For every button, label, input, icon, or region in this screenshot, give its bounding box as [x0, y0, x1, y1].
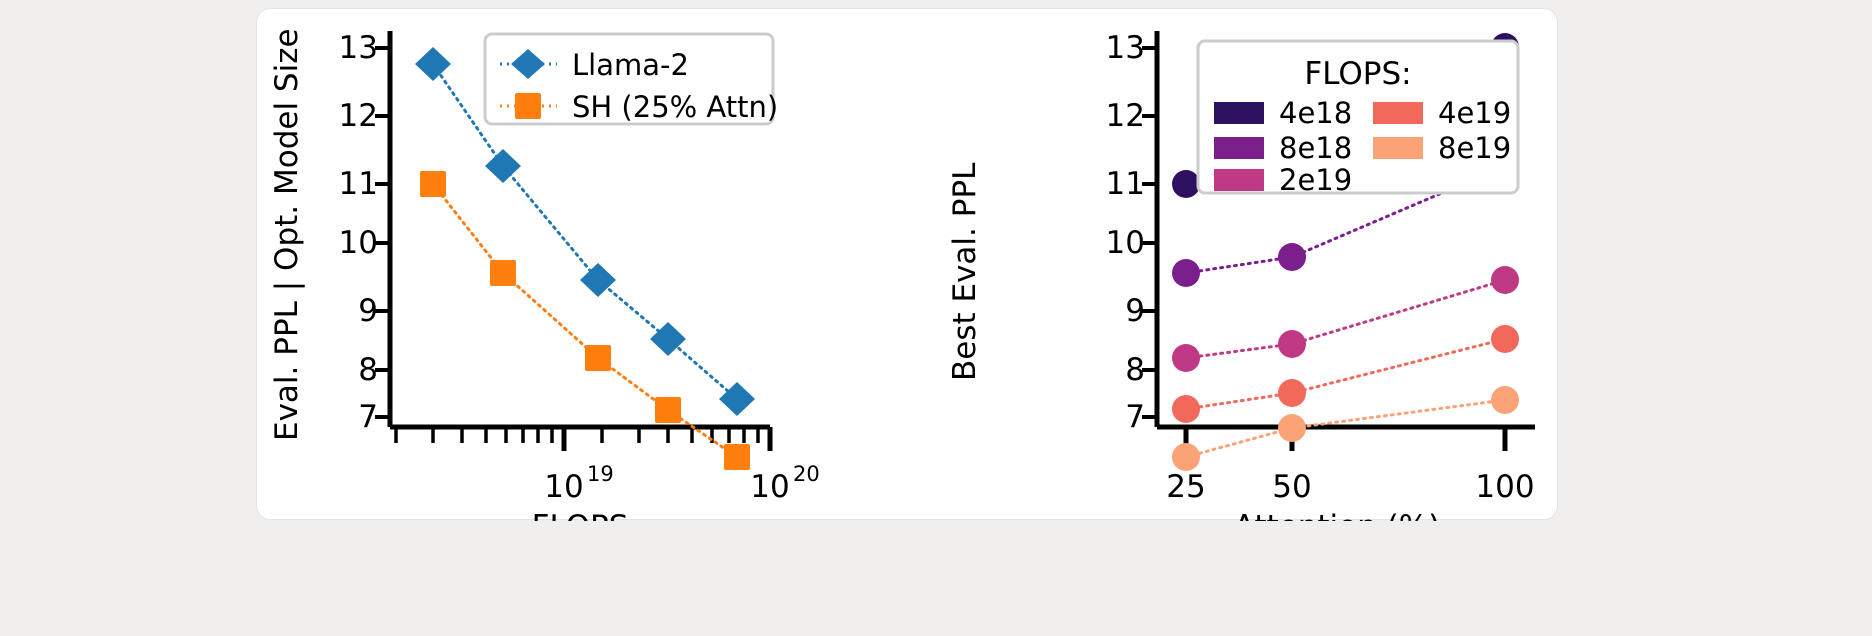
series-line-8e19: [1184, 398, 1507, 459]
data-point-8e18: [1172, 259, 1200, 287]
left-ytick-label: 8: [358, 352, 378, 388]
left-y-axis-title: Eval. PPL | Opt. Model Size: [269, 28, 305, 441]
right-legend-label: 2e19: [1279, 163, 1352, 197]
legend-swatch-4e18: [1214, 102, 1264, 124]
right-ytick-label: 8: [1125, 352, 1145, 388]
left-x-major-ticks: [561, 427, 773, 451]
diamond-icon: [511, 49, 545, 79]
right-legend-title: FLOPS:: [1304, 56, 1411, 92]
left-ytick-label: 13: [339, 30, 378, 66]
right-ytick-label: 13: [1106, 30, 1145, 66]
left-xtick-exp-1: 19: [587, 462, 614, 486]
legend-swatch-8e19: [1373, 137, 1423, 159]
data-point-2e19: [1491, 266, 1519, 294]
left-ytick-label: 11: [339, 166, 378, 202]
left-xtick-base-2: 10: [750, 469, 789, 505]
legend-swatch-4e19: [1373, 102, 1423, 124]
left-legend-box: [483, 32, 775, 126]
right-legend-item-4e19[interactable]: 4e19: [1373, 96, 1511, 130]
left-legend-item-sh[interactable]: SH (25% Attn): [500, 90, 778, 124]
right-xtick-label: 100: [1475, 469, 1534, 505]
left-xtick-exp-2: 20: [793, 462, 820, 486]
series-markers-llama2: [415, 47, 755, 416]
right-legend-item-4e18[interactable]: 4e18: [1214, 96, 1352, 130]
data-point-8e19: [1278, 414, 1306, 442]
left-legend-label: SH (25% Attn): [572, 90, 778, 124]
data-point-8e18: [1278, 243, 1306, 271]
right-legend-label: 4e18: [1279, 96, 1352, 130]
right-legend-item-8e19[interactable]: 8e19: [1373, 131, 1511, 165]
chart-panel-left: Eval. PPL | Opt. Model Size 13 12 11 10 …: [257, 9, 917, 521]
left-legend[interactable]: Llama-2 SH (25% Attn): [483, 32, 778, 126]
left-x-minor-ticks: [394, 427, 760, 443]
series-line-sh: [431, 182, 739, 459]
left-chart-svg: Eval. PPL | Opt. Model Size 13 12 11 10 …: [269, 28, 820, 521]
right-legend-label: 4e19: [1438, 96, 1511, 130]
right-x-axis-title: Attention (%): [1234, 509, 1441, 521]
legend-swatch-8e18: [1214, 137, 1264, 159]
left-x-axis-title: FLOPS: [532, 509, 629, 521]
data-point-2e19: [1278, 330, 1306, 358]
right-legend-item-8e18[interactable]: 8e18: [1214, 131, 1352, 165]
right-legend-label: 8e18: [1279, 131, 1352, 165]
left-ytick-label: 9: [358, 293, 378, 329]
right-ytick-label: 10: [1106, 225, 1145, 261]
right-ytick-label: 7: [1125, 399, 1145, 435]
left-legend-label: Llama-2: [572, 48, 689, 82]
series-line-2e19: [1184, 278, 1507, 360]
right-xtick-label: 25: [1166, 469, 1205, 505]
data-point-4e19: [1278, 379, 1306, 407]
right-ytick-label: 11: [1106, 166, 1145, 202]
data-point-4e19: [1491, 325, 1519, 353]
chart-panel-right: Best Eval. PPL 13 12 11 10 9 8 7: [917, 9, 1559, 521]
left-ytick-label: 7: [358, 399, 378, 435]
left-ytick-label: 10: [339, 225, 378, 261]
right-xtick-label: 50: [1272, 469, 1311, 505]
right-legend-box: [1196, 39, 1520, 195]
right-ytick-label: 12: [1106, 98, 1145, 134]
right-chart-svg: Best Eval. PPL 13 12 11 10 9 8 7: [947, 30, 1535, 521]
right-legend-item-2e19[interactable]: 2e19: [1214, 163, 1352, 197]
right-x-ticks: [1183, 427, 1508, 451]
left-xtick-base-1: 10: [544, 469, 583, 505]
square-icon: [515, 93, 541, 119]
data-point-4e19: [1172, 395, 1200, 423]
right-y-axis-title: Best Eval. PPL: [947, 162, 983, 381]
left-xtick-label-1: 10 19: [544, 462, 613, 505]
right-ytick-label: 9: [1125, 293, 1145, 329]
data-point-8e19: [1172, 443, 1200, 471]
right-legend-label: 8e19: [1438, 131, 1511, 165]
right-legend[interactable]: FLOPS: 4e18 8e18 2e19: [1196, 39, 1520, 197]
left-legend-item-llama-2[interactable]: Llama-2: [500, 48, 689, 82]
data-point-4e18: [1172, 170, 1200, 198]
left-ytick-label: 12: [339, 98, 378, 134]
data-point-2e19: [1172, 344, 1200, 372]
data-point-8e19: [1491, 386, 1519, 414]
series-markers-sh: [420, 171, 750, 470]
left-xtick-label-2: 10 20: [750, 462, 819, 505]
legend-swatch-2e19: [1214, 169, 1264, 191]
figure-card: Eval. PPL | Opt. Model Size 13 12 11 10 …: [256, 8, 1559, 521]
series-line-4e19: [1184, 337, 1507, 411]
